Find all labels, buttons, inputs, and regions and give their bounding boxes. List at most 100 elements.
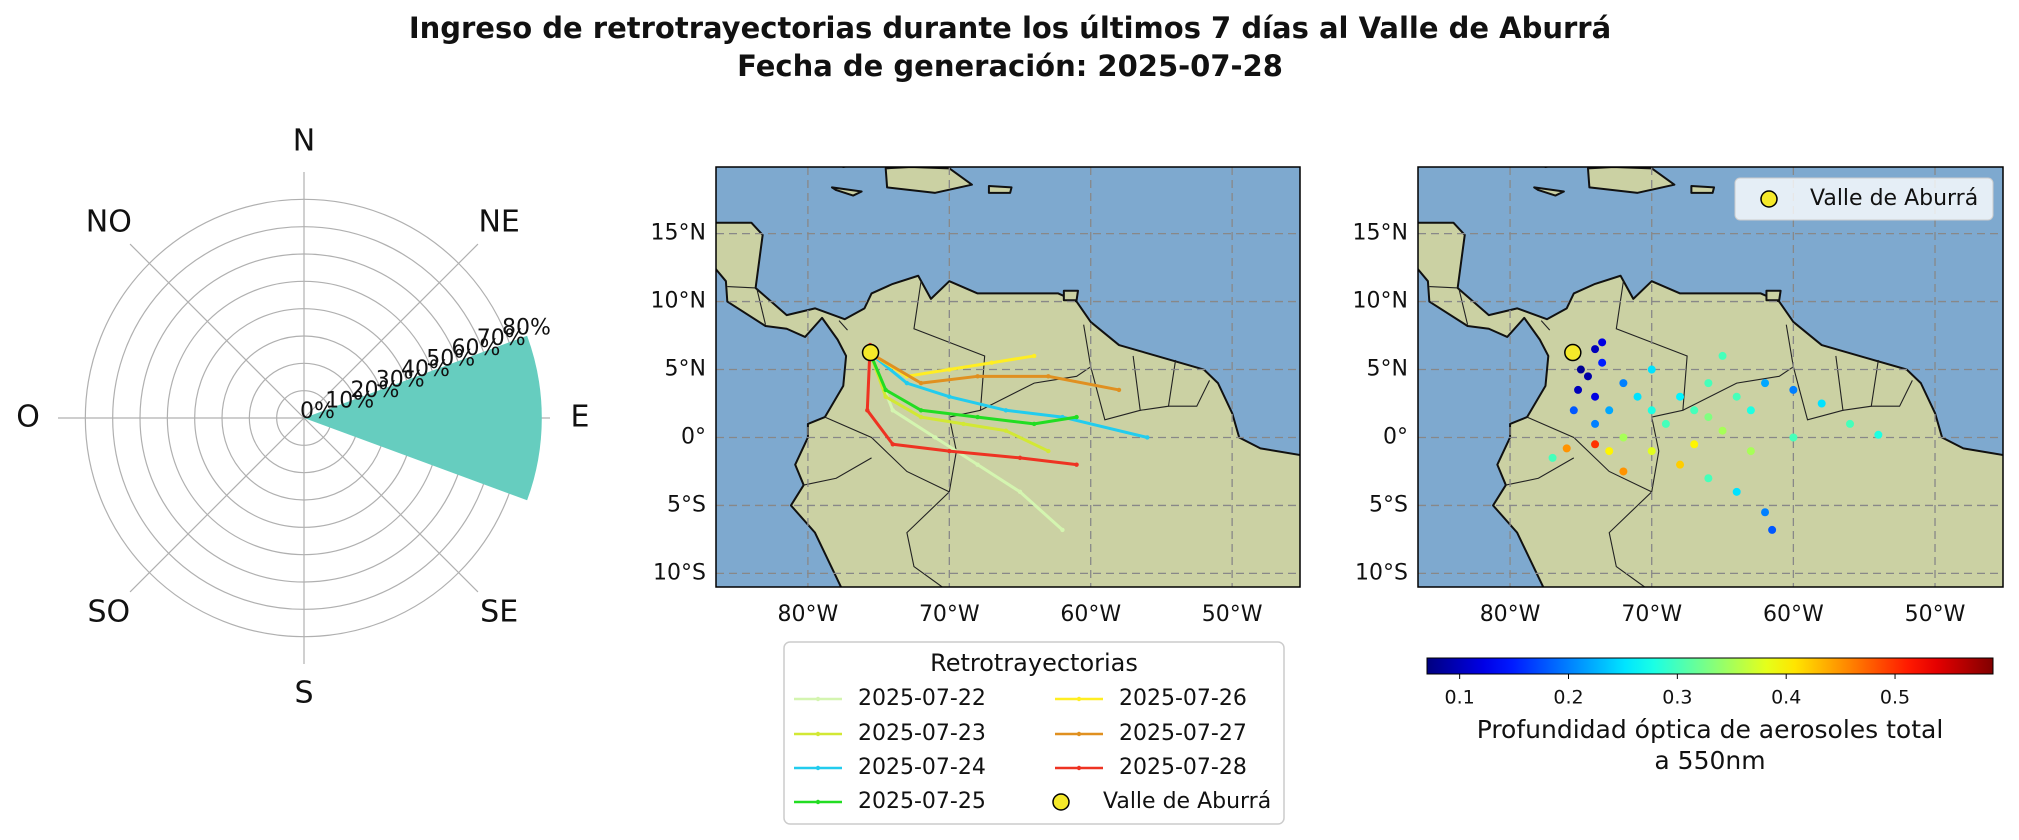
trajectory-point	[975, 414, 980, 420]
legend-dot	[815, 696, 821, 702]
y-tick-label: 5°N	[665, 357, 706, 382]
border	[906, 491, 950, 587]
aod-point	[1598, 338, 1607, 347]
trajectory	[868, 352, 1049, 453]
aod-point	[1789, 385, 1798, 394]
trajectory-point	[932, 435, 938, 440]
direction-label: SE	[480, 595, 518, 630]
location-marker	[861, 343, 880, 362]
direction-label: O	[16, 400, 40, 435]
trajectory-point	[975, 462, 980, 467]
trajectory-point	[918, 414, 924, 420]
r-tick-label: 60%	[452, 336, 501, 361]
direction-label: S	[294, 676, 313, 711]
x-tick-label: 70°W	[1621, 602, 1682, 627]
border	[838, 320, 848, 331]
aod-point	[1746, 447, 1755, 456]
bar	[304, 335, 542, 501]
trajectory-point	[918, 380, 924, 386]
y-tick-label: 10°N	[1353, 289, 1408, 314]
legend-dot	[1076, 731, 1082, 737]
map-area	[667, 145, 1300, 587]
y-tick-label: 5°S	[1369, 492, 1408, 517]
aod-point	[1718, 426, 1727, 435]
trajectory-point	[947, 367, 952, 372]
colorbar-tick-label: 0.3	[1662, 687, 1692, 709]
land	[1690, 185, 1716, 194]
land	[1586, 167, 1676, 194]
location-marker	[1564, 343, 1582, 362]
legend-dot	[1076, 696, 1082, 702]
trajectory-point	[883, 394, 888, 399]
trajectory-point	[1060, 527, 1065, 533]
trajectory-point	[1046, 448, 1051, 454]
aod-point	[1605, 406, 1614, 415]
trajectory-point	[961, 421, 966, 427]
spoke	[129, 243, 305, 419]
aod-point	[1704, 474, 1713, 483]
legend-label: 2025-07-23	[858, 721, 986, 746]
aod-point	[1583, 372, 1592, 381]
aod-point	[1761, 508, 1770, 517]
trajectory-point	[1031, 421, 1037, 427]
trajectory-point	[1031, 353, 1037, 359]
spoke	[129, 417, 305, 593]
aod-point	[1732, 392, 1741, 401]
legend-dot	[815, 799, 821, 805]
trajectory	[869, 352, 1148, 439]
legend-marker	[1760, 190, 1778, 208]
colorbar-tick-label: 0.5	[1880, 687, 1910, 709]
legend-marker	[1052, 793, 1070, 811]
y-tick-label: 10°S	[1355, 560, 1408, 585]
border	[1140, 359, 1177, 411]
y-tick-label: 15°N	[651, 221, 706, 246]
border	[1505, 457, 1575, 486]
aod-point	[1569, 406, 1578, 415]
trajectory-point	[947, 394, 952, 399]
legend-label: Valle de Aburrá	[1103, 789, 1271, 814]
trajectory-point	[989, 360, 994, 365]
aod-point	[1661, 419, 1670, 428]
aod-point	[1789, 433, 1798, 442]
border	[1608, 491, 1653, 587]
map-frame	[715, 166, 1301, 588]
aod-point	[1591, 345, 1600, 354]
land	[841, 167, 848, 168]
y-tick-label: 10°N	[651, 289, 706, 314]
aod-point	[1704, 379, 1713, 388]
trajectory-point	[1116, 387, 1122, 393]
spoke	[303, 417, 479, 593]
y-tick-label: 5°S	[667, 492, 706, 517]
colorbar-tick-label: 0.1	[1445, 687, 1475, 709]
trajectory-point	[1145, 435, 1150, 440]
map-frame	[1417, 166, 2004, 588]
aod-point	[1817, 399, 1826, 408]
border	[1526, 416, 1652, 493]
colorbar-tick-label: 0.4	[1771, 687, 1801, 709]
border	[980, 366, 1092, 411]
subtitle: Fecha de generación: 2025-07-28	[737, 49, 1283, 83]
x-tick-label: 80°W	[778, 602, 839, 627]
aod-point	[1690, 440, 1699, 449]
r-tick-label: 20%	[351, 378, 400, 403]
aod-point	[1605, 447, 1614, 456]
land	[667, 145, 712, 199]
trajectory-point	[1017, 455, 1023, 461]
y-tick-label: 5°N	[1367, 357, 1408, 382]
trajectory-point	[883, 387, 888, 393]
aod-point	[1576, 365, 1585, 374]
border	[803, 457, 872, 486]
trajectory-point	[1017, 489, 1023, 495]
land	[1062, 289, 1079, 302]
x-tick-label: 70°W	[919, 602, 980, 627]
aod-point	[1574, 385, 1583, 394]
trajectory-point	[918, 408, 924, 413]
aod-point	[1647, 365, 1656, 374]
title: Ingreso de retrotrayectorias durante los…	[409, 11, 1611, 45]
legend-dot	[815, 731, 821, 737]
colorbar-tick-label: 0.2	[1553, 687, 1583, 709]
aod-point	[1619, 433, 1628, 442]
border	[1458, 289, 1469, 325]
aod-point	[1746, 406, 1755, 415]
